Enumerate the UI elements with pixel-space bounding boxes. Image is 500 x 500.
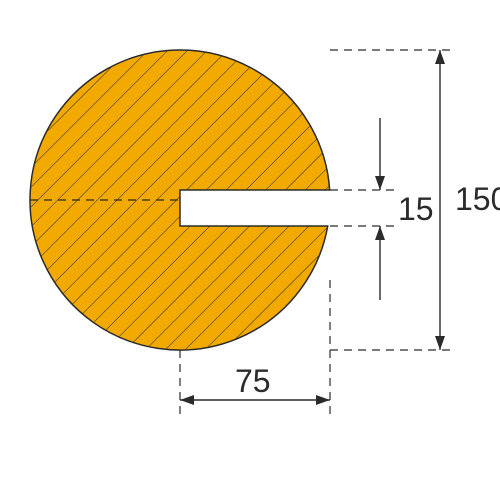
profile-shape [0,0,500,500]
dimension-slot-value: 15 [398,191,434,227]
dimension-diameter-value: 150 [455,181,500,217]
dimension-slot: 15 [375,118,434,300]
dimension-diameter: 150 [435,50,500,350]
dimension-width-value: 75 [235,363,271,399]
technical-drawing: 150 15 75 [0,0,500,500]
dimension-width: 75 [180,363,330,405]
